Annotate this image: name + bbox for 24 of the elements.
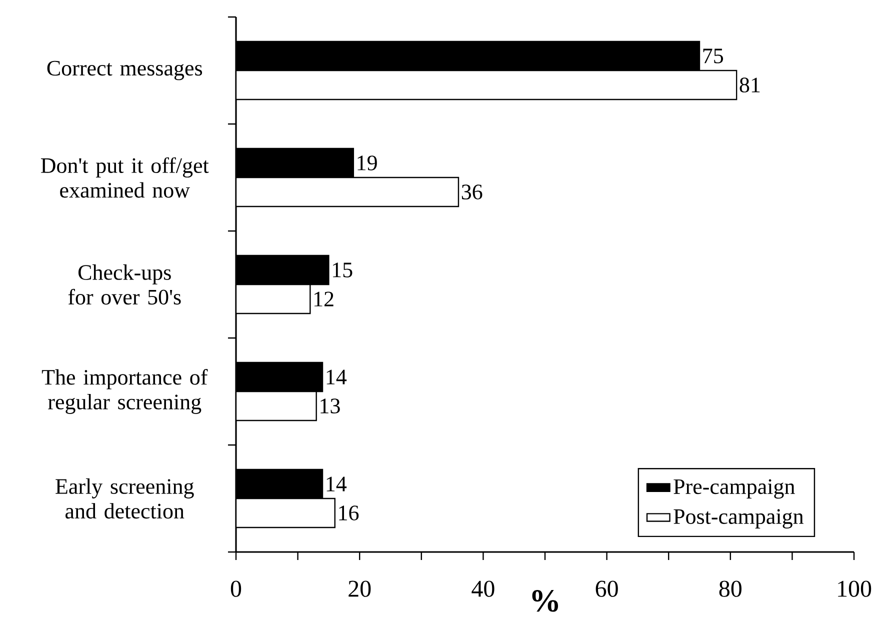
x-axis-title: %: [532, 590, 558, 612]
data-label: 15: [333, 262, 352, 278]
y-tick-label: Check-ups for over 50's: [68, 264, 181, 305]
x-tick-label: 20: [348, 580, 371, 597]
x-tick-label: 100: [838, 580, 872, 597]
data-label: 12: [314, 292, 334, 306]
data-label: 14: [326, 370, 347, 384]
y-tick-label: The importance of regular screening: [42, 369, 208, 414]
y-tick-label: Don't put it off/get examined now: [40, 157, 209, 198]
data-label: 14: [326, 476, 347, 492]
legend-label: Pre-campaign: [674, 479, 795, 499]
data-label: 81: [740, 78, 760, 92]
data-label: 16: [339, 506, 359, 520]
x-tick-label: 80: [719, 580, 742, 597]
data-label: 19: [358, 156, 377, 170]
legend-label: Post-campaign: [674, 509, 804, 529]
y-tick-label: Correct messages: [47, 60, 202, 80]
x-tick-label: 0: [230, 580, 242, 597]
x-tick-label: 60: [596, 580, 618, 597]
data-label: 36: [462, 184, 482, 200]
x-tick-label: 40: [472, 580, 494, 597]
data-label: 13: [320, 398, 340, 414]
data-label: 75: [703, 48, 724, 64]
y-tick-label: Early screening and detection: [56, 478, 194, 519]
